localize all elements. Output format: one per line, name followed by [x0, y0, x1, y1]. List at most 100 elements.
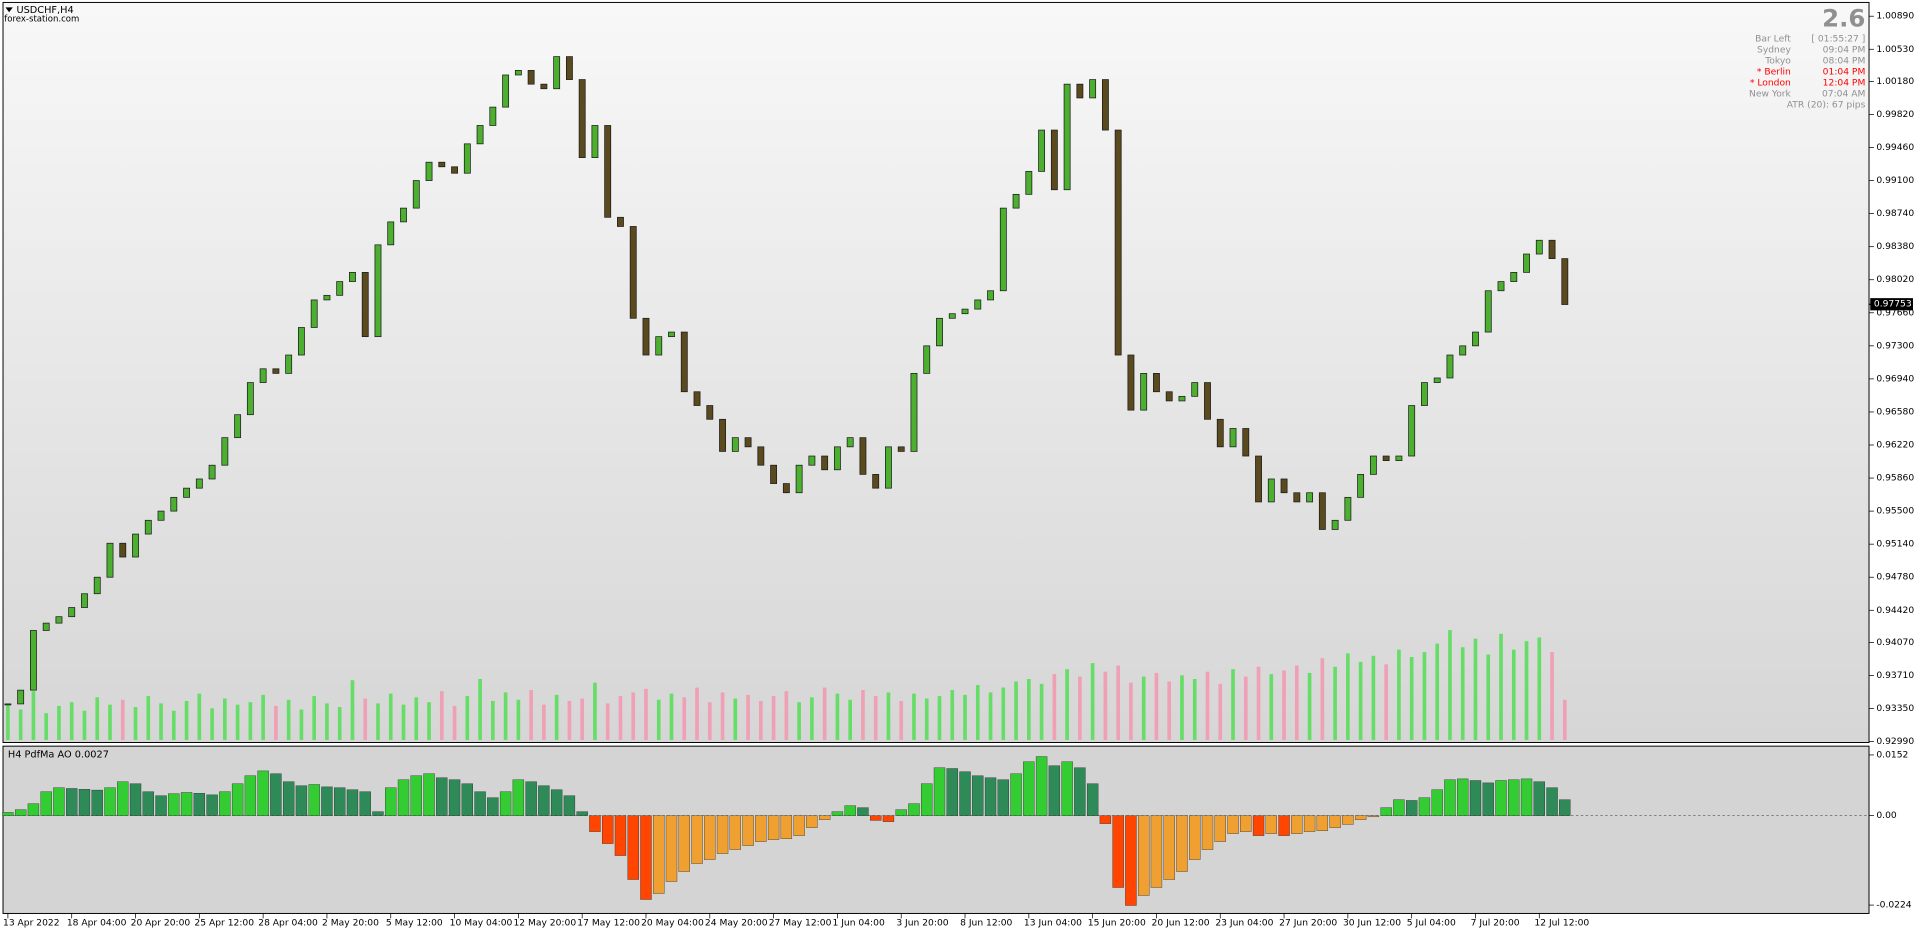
volume-bar	[644, 688, 648, 741]
volume-bar	[44, 713, 49, 741]
ao-bar	[997, 779, 1009, 816]
x-tick-label: 8 Jun 12:00	[960, 919, 1012, 929]
volume-bar	[388, 693, 393, 741]
ao-bar	[1316, 815, 1329, 831]
candle	[1459, 345, 1467, 356]
ao-bar	[1495, 780, 1507, 816]
volume-bar	[656, 699, 661, 741]
ao-bar	[857, 807, 869, 816]
y-tick-label: -0.0224	[1876, 901, 1911, 911]
volume-bar	[1205, 671, 1210, 741]
candle	[1204, 382, 1211, 420]
candle	[719, 418, 726, 452]
candle	[795, 464, 803, 494]
volume-bar	[873, 696, 878, 741]
info-label: Bar Left	[1755, 35, 1791, 45]
candle	[106, 542, 114, 578]
candle	[1216, 418, 1224, 448]
candle	[323, 294, 331, 301]
ao-bar	[512, 779, 525, 816]
volume-bar	[810, 697, 814, 741]
volume-bar	[899, 700, 904, 741]
ao-bar	[1163, 815, 1175, 880]
volume-bar	[975, 685, 980, 741]
x-tick-label: 20 Apr 20:00	[131, 919, 191, 929]
ao-bar	[729, 815, 741, 850]
candle	[489, 106, 497, 126]
candle	[591, 125, 599, 158]
candle	[221, 437, 229, 466]
candle	[846, 437, 854, 448]
volume-bar	[69, 702, 74, 741]
main-panel	[2, 1, 1870, 743]
candle	[1344, 496, 1352, 521]
ao-bar	[308, 784, 320, 816]
ao-bar	[908, 803, 920, 816]
candle	[1140, 373, 1148, 411]
candle	[412, 180, 420, 209]
menu-arrow[interactable]	[5, 7, 13, 13]
candle	[668, 331, 675, 338]
volume-bar	[1294, 665, 1299, 741]
candle	[910, 373, 918, 452]
volume-bar	[108, 704, 112, 741]
volume-bar	[146, 696, 151, 741]
candle	[923, 345, 931, 374]
volume-bar	[261, 694, 265, 741]
volume-bar	[57, 705, 61, 741]
volume-bar	[350, 680, 355, 741]
ao-bar	[372, 811, 384, 816]
volume-bar	[1065, 669, 1069, 741]
x-tick-label: 24 May 20:00	[705, 919, 768, 929]
candle	[336, 281, 344, 296]
candle	[349, 272, 356, 282]
ao-bar	[1393, 799, 1405, 816]
candle	[1267, 478, 1275, 503]
y-tick-label: 0.93710	[1876, 671, 1914, 681]
volume-bar	[988, 692, 993, 741]
candle	[1446, 354, 1454, 379]
candle	[731, 437, 739, 452]
ao-bar	[410, 775, 422, 816]
candle	[578, 79, 586, 158]
ao-bar	[1214, 815, 1226, 842]
x-tick-label: 2 May 20:00	[322, 919, 379, 929]
ao-bar	[653, 815, 665, 894]
candle	[93, 576, 101, 595]
candle	[655, 336, 663, 356]
candle	[1063, 83, 1071, 191]
volume-bar	[567, 700, 572, 741]
candle	[246, 382, 254, 416]
candle	[1127, 354, 1135, 411]
ao-bar	[155, 795, 167, 816]
ao-bar	[844, 805, 856, 816]
candle	[374, 244, 382, 338]
candle	[821, 455, 829, 471]
candle	[234, 414, 242, 439]
candle	[81, 593, 88, 608]
ao-bar	[1278, 815, 1290, 836]
x-tick-label: 3 Jun 20:00	[896, 919, 948, 929]
ao-bar	[589, 815, 601, 832]
candle	[757, 446, 765, 466]
candle	[259, 368, 267, 383]
volume-bar	[580, 698, 585, 741]
ao-bar	[678, 815, 690, 872]
volume-bar	[439, 691, 444, 741]
ao-bar	[397, 779, 410, 816]
y-tick-label: 0.95860	[1876, 474, 1914, 484]
candle	[195, 478, 203, 489]
x-tick-label: 5 Jul 04:00	[1407, 919, 1456, 929]
candle	[55, 616, 63, 624]
ao-bar	[53, 787, 65, 816]
volume-bar	[516, 699, 521, 741]
ao-bar	[1546, 787, 1558, 816]
volume-bar	[1384, 664, 1388, 741]
volume-bar	[924, 698, 929, 741]
candle	[987, 290, 994, 301]
candle	[974, 299, 982, 310]
y-tick-label: 0.94780	[1876, 573, 1914, 583]
volume-bar	[1473, 638, 1478, 741]
candle	[1229, 428, 1237, 448]
